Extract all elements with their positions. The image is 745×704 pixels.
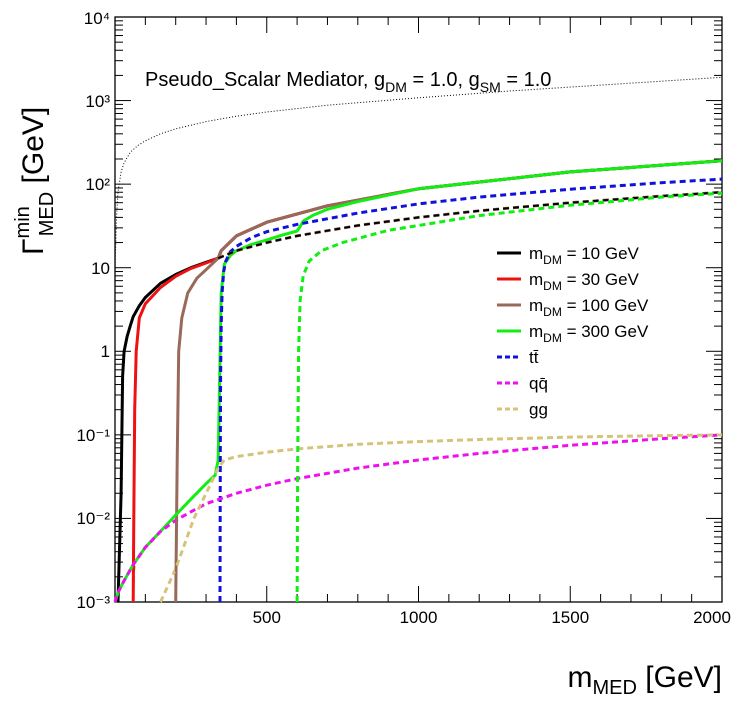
annotation: Pseudo_Scalar Mediator, gDM = 1.0, gSM =… [145,69,551,95]
series-line-dm100_lower [174,511,179,603]
series-line-tt [218,177,723,603]
series-line-dm10_tail_b [217,191,723,260]
y-axis-label: Γmin MED [GeV] [12,107,58,255]
y-tick-labels: 10⁻³ 10⁻² 10⁻¹ 1 10 10² 10³ 10⁴ [76,9,110,612]
legend-label: tt̄ [529,348,539,367]
x-tick-label: 2000 [693,608,731,627]
y-tick-label: 10⁻³ [76,593,110,612]
plot-frame [114,16,723,603]
legend-label: mDM = 10 GeV [529,244,640,267]
plot-frame-group [114,16,723,603]
x-tick-label: 1500 [551,608,589,627]
legend-label: mDM = 300 GeV [529,322,649,345]
legend: mDM = 10 GeV mDM = 30 GeV mDM = 100 GeV mDM… [497,244,649,419]
series-line-dm30_lower [132,565,136,603]
series-layer [113,76,723,603]
y-tick-label: 10⁻¹ [76,426,110,445]
x-tick-labels: 500 1000 1500 2000 [253,608,731,627]
series-line-upper [114,76,723,272]
series-line-qq [113,433,723,603]
x-axis-label: mMED [GeV] [568,661,723,699]
y-tick-label: 1 [101,342,110,361]
y-tick-label: 10² [85,175,110,194]
y-tick-label: 10⁻² [76,509,110,528]
legend-label: gg [529,400,548,419]
series-line-gg [159,433,723,603]
y-tick-label: 10 [91,259,110,278]
y-tick-label: 10⁴ [84,9,110,28]
x-tick-label: 1000 [400,608,438,627]
x-tick-label: 500 [253,608,281,627]
legend-label: qq̄ [529,374,548,393]
y-tick-label: 10³ [85,92,110,111]
legend-label: mDM = 100 GeV [529,296,649,319]
legend-label: mDM = 30 GeV [529,270,640,293]
